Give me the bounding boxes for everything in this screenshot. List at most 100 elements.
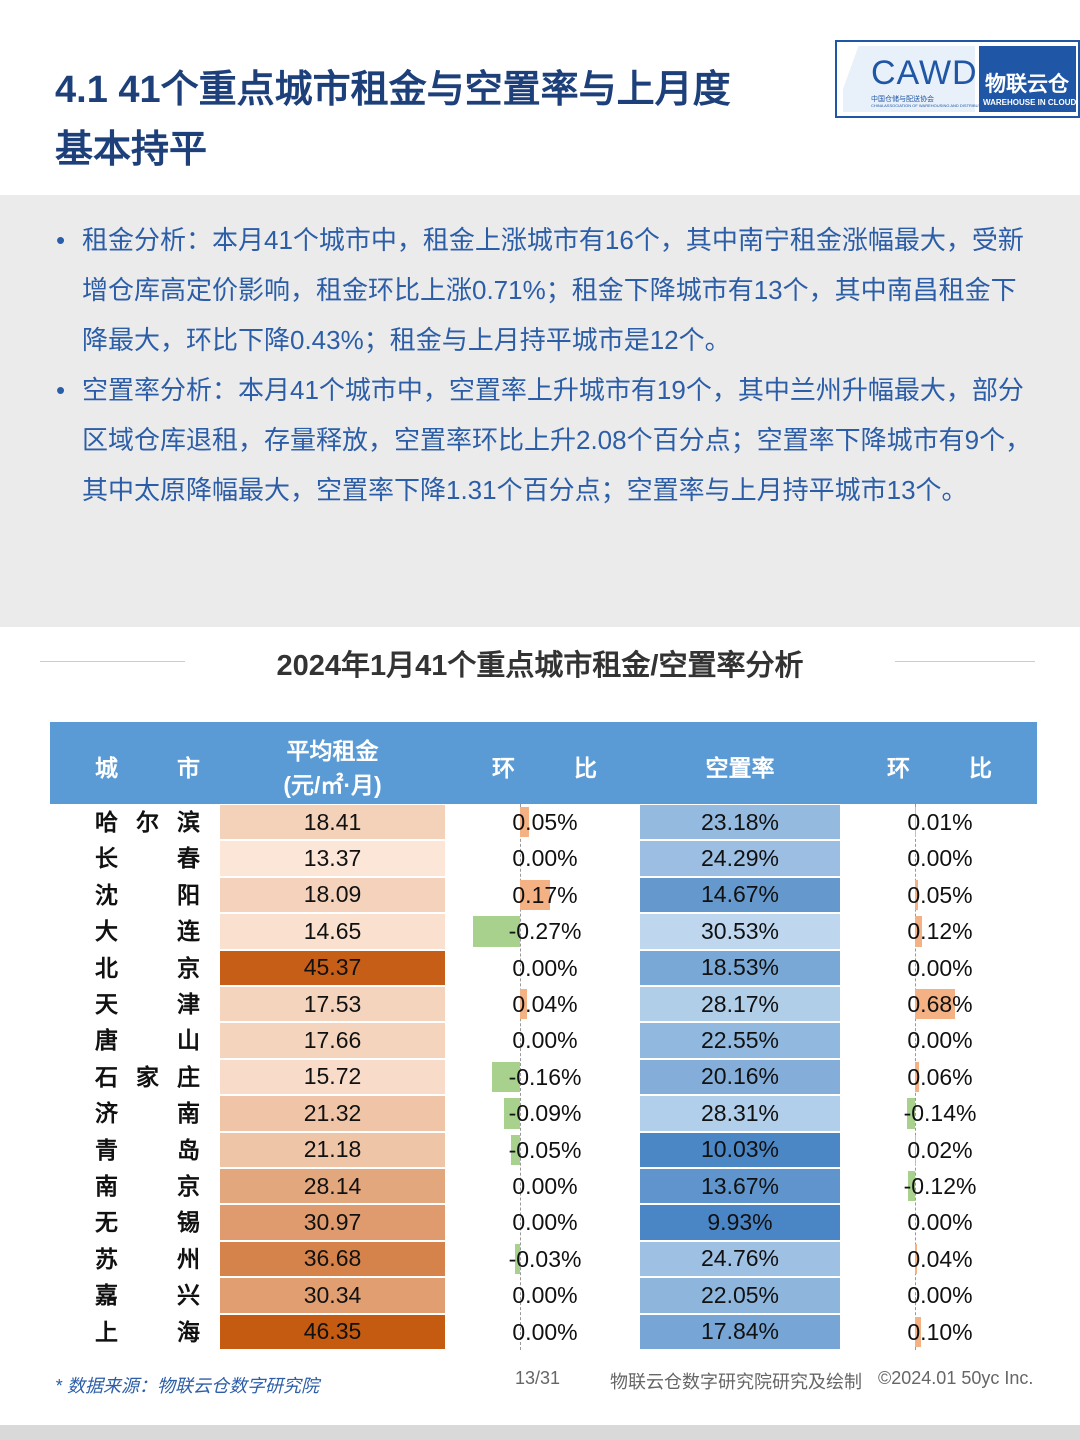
table-header: 城市 平均租金 (元/㎡·月) 环比 空置率 环比: [50, 722, 1037, 804]
rent-value: 14.65: [303, 917, 362, 944]
vacancy-cell: 10.03%: [640, 1132, 840, 1167]
rent-value: 36.68: [303, 1245, 362, 1272]
vacancy-value: 20.16%: [700, 1063, 779, 1090]
bullet: 租金分析：本月41个城市中，租金上涨城市有16个，其中南宁租金涨幅最大，受新增仓…: [56, 215, 1032, 365]
vacancy-cell: 18.53%: [640, 950, 840, 985]
change-bar: [915, 1316, 921, 1347]
change-bar: [492, 1061, 520, 1093]
rent-cell: 21.18: [220, 1132, 445, 1167]
change-bar: [511, 1134, 520, 1165]
change-bar: [906, 1098, 915, 1129]
change-value: 0.12%: [907, 918, 973, 945]
city: 嘉兴: [95, 1282, 200, 1309]
header-cell: 平均租金: [286, 738, 379, 764]
rent-value: 21.18: [303, 1136, 362, 1163]
credit: 物联云仓数字研究院研究及绘制: [610, 1372, 862, 1392]
table-title: 2024年1月41个重点城市租金/空置率分析: [276, 650, 804, 682]
rent-value: 46.35: [303, 1318, 362, 1345]
rent-cell: 15.72: [220, 1059, 445, 1095]
change-value: -0.14%: [903, 1100, 977, 1127]
change-bar: [520, 879, 550, 911]
rent-cell: 14.65: [220, 914, 445, 949]
bottom-strip: [0, 1425, 1080, 1440]
rent-value: 21.32: [303, 1099, 362, 1126]
change-value: 0.01%: [907, 809, 973, 835]
logo: CAWD 中国仓储与配送协会 CHINA ASSOCIATION OF WARE…: [835, 40, 1080, 118]
title: 基本持平: [55, 129, 208, 171]
vacancy-cell: 9.93%: [640, 1205, 840, 1240]
header-cell: 空置率: [705, 755, 775, 781]
vacancy-cell: 14.67%: [640, 877, 840, 913]
city: 上海: [95, 1318, 200, 1345]
city: 唐山: [95, 1027, 200, 1054]
rent-cell: 17.66: [220, 1023, 445, 1058]
change-value: 0.02%: [907, 1136, 973, 1163]
vacancy-value: 23.18%: [700, 808, 779, 835]
change-bar: [915, 1134, 917, 1165]
vacancy-value: 18.53%: [700, 954, 779, 981]
rent-cell: 30.34: [220, 1278, 445, 1313]
change-value: 0.00%: [512, 1173, 578, 1199]
vacancy-cell: 24.29%: [640, 841, 840, 876]
vacancy-value: 22.55%: [700, 1027, 779, 1054]
vacancy-cell: 20.16%: [640, 1059, 840, 1095]
vacancy-value: 13.67%: [700, 1172, 779, 1199]
change-bar: [915, 879, 918, 911]
rent-cell: 28.14: [220, 1169, 445, 1204]
city: 北京: [95, 954, 200, 981]
vacancy-cell: 24.76%: [640, 1241, 840, 1277]
logo-brand: 物联云仓 WAREHOUSE IN CLOUD: [979, 46, 1076, 112]
vacancy-cell: 30.53%: [640, 914, 840, 949]
vacancy-value: 10.03%: [700, 1136, 779, 1163]
change-value: 0.10%: [907, 1318, 973, 1345]
rent-value: 15.72: [303, 1063, 362, 1090]
change-bar: [915, 1243, 918, 1275]
change-bar: [915, 989, 955, 1020]
change-value: -0.16%: [508, 1063, 582, 1090]
rent-value: 13.37: [303, 845, 362, 872]
change-value: 0.00%: [512, 1209, 578, 1236]
city: 无锡: [95, 1209, 200, 1236]
city: 哈尔滨: [95, 809, 200, 835]
rent-cell: 46.35: [220, 1314, 445, 1349]
rent-value: 17.66: [303, 1027, 362, 1054]
vacancy-cell: 13.67%: [640, 1169, 840, 1204]
copyright: ©2024.01 50yc Inc.: [878, 1368, 1034, 1388]
rule: [40, 661, 185, 662]
logo-text: CHINA ASSOCIATION OF WAREHOUSING AND DIS…: [871, 103, 989, 108]
rent-cell: 30.97: [220, 1205, 445, 1240]
bullet: 空置率分析：本月41个城市中，空置率上升城市有19个，其中兰州升幅最大，部分区域…: [56, 365, 1032, 515]
rent-cell: 18.41: [220, 805, 445, 840]
header-cell: 环比: [887, 755, 992, 781]
change-value: -0.09%: [508, 1100, 582, 1127]
rent-cell: 45.37: [220, 950, 445, 985]
change-value: 0.04%: [907, 1245, 973, 1272]
change-value: -0.12%: [903, 1173, 977, 1199]
city: 南京: [95, 1173, 200, 1199]
summary-box: 租金分析：本月41个城市中，租金上涨城市有16个，其中南宁租金涨幅最大，受新增仓…: [0, 195, 1080, 627]
vacancy-cell: 23.18%: [640, 805, 840, 840]
vacancy-cell: 22.05%: [640, 1278, 840, 1313]
city: 长春: [95, 845, 200, 872]
header-cell: 城市: [95, 755, 200, 781]
city: 石家庄: [95, 1063, 200, 1090]
rent-value: 28.14: [303, 1172, 362, 1199]
header-cell: 环比: [492, 755, 597, 781]
logo-text: WAREHOUSE IN CLOUD: [983, 98, 1077, 107]
change-value: 0.00%: [907, 954, 973, 981]
source: * 数据来源：物联云仓数字研究院: [55, 1376, 320, 1396]
change-value: 0.00%: [907, 1027, 973, 1054]
change-bar: [915, 807, 916, 838]
change-value: 0.17%: [512, 881, 578, 908]
vacancy-value: 14.67%: [700, 881, 779, 908]
vacancy-value: 17.84%: [700, 1318, 779, 1345]
change-bar: [520, 807, 529, 838]
rent-value: 18.41: [303, 808, 362, 835]
vacancy-cell: 28.17%: [640, 987, 840, 1022]
change-value: 0.68%: [907, 991, 973, 1017]
change-value: 0.00%: [907, 845, 973, 872]
change-bar: [907, 1171, 915, 1202]
rule: [895, 661, 1035, 662]
city: 沈阳: [95, 881, 200, 908]
